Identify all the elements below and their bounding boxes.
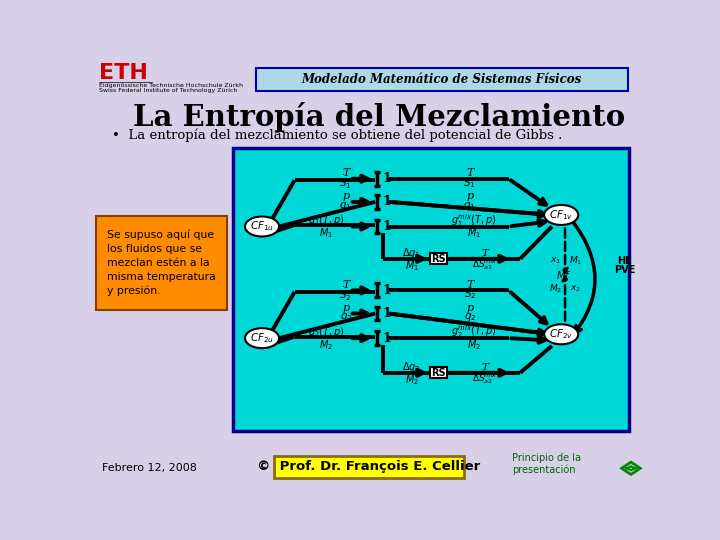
Text: La Entropía del Mezclamiento: La Entropía del Mezclamiento: [132, 102, 625, 132]
Text: $\Delta g_2$: $\Delta g_2$: [402, 360, 420, 374]
Ellipse shape: [544, 325, 578, 345]
Ellipse shape: [544, 205, 578, 225]
Text: ©  Prof. Dr. François E. Cellier: © Prof. Dr. François E. Cellier: [257, 460, 481, 473]
Text: RS: RS: [431, 368, 446, 378]
Text: $g_2(T,p)$: $g_2(T,p)$: [308, 325, 345, 339]
Ellipse shape: [245, 328, 279, 348]
Text: 1: 1: [383, 332, 392, 345]
Text: •  La entropía del mezclamiento se obtiene del potencial de Gibbs .: • La entropía del mezclamiento se obtien…: [112, 129, 562, 143]
Text: $\dot{M}_1$: $\dot{M}_1$: [467, 224, 481, 240]
Text: T: T: [482, 363, 489, 372]
Text: $CF_{2v}$: $CF_{2v}$: [549, 327, 573, 341]
Text: $\Delta g_1$: $\Delta g_1$: [402, 246, 421, 260]
Text: Eidgenössische Technische Hochschule Zürkh: Eidgenössische Technische Hochschule Zür…: [99, 83, 243, 88]
Text: 1: 1: [383, 195, 392, 208]
Text: p: p: [466, 192, 473, 201]
Text: $g_1^{mix}(T,p)$: $g_1^{mix}(T,p)$: [451, 212, 496, 229]
Text: ETH: ETH: [99, 63, 148, 83]
Text: Febrero 12, 2008: Febrero 12, 2008: [102, 463, 197, 473]
Text: $S_2$: $S_2$: [464, 287, 476, 301]
Text: $g_1(T,p)$: $g_1(T,p)$: [308, 213, 345, 227]
Text: $\Delta\dot{S}_{a2}^{mix}$: $\Delta\dot{S}_{a2}^{mix}$: [472, 370, 498, 387]
Text: $\Delta\dot{S}_{a1}^{mix}$: $\Delta\dot{S}_{a1}^{mix}$: [472, 256, 498, 273]
Text: 1: 1: [383, 307, 392, 320]
Text: p: p: [342, 303, 349, 313]
Text: HE: HE: [617, 256, 632, 266]
Text: $\dot{M}_1$: $\dot{M}_1$: [319, 224, 333, 240]
Text: 1: 1: [383, 220, 392, 233]
FancyBboxPatch shape: [233, 148, 629, 431]
Text: Se supuso aquí que
los fluidos que se
mezclan estén a la
misma temperatura
y pre: Se supuso aquí que los fluidos que se me…: [107, 229, 216, 296]
Text: Modelado Matemático de Sistemas Físicos: Modelado Matemático de Sistemas Físicos: [302, 73, 582, 86]
Text: T: T: [482, 249, 489, 258]
Text: 1: 1: [383, 172, 392, 185]
Text: $x_1$: $x_1$: [550, 255, 562, 266]
Text: $\dot{M}_2$: $\dot{M}_2$: [405, 370, 418, 387]
Text: $\dot{M}_1$: $\dot{M}_1$: [405, 256, 419, 273]
Text: $q_2$: $q_2$: [464, 312, 476, 323]
Text: $CF_{1v}$: $CF_{1v}$: [549, 208, 573, 222]
Text: $q_2$: $q_2$: [340, 312, 352, 323]
Text: $q_1$: $q_1$: [464, 200, 476, 212]
Text: $\dot{M}_2$: $\dot{M}_2$: [320, 335, 333, 352]
Ellipse shape: [245, 217, 279, 237]
Text: $Mf$: $Mf$: [556, 268, 571, 281]
Text: T: T: [466, 280, 474, 290]
Text: 1: 1: [383, 284, 392, 297]
Text: RS: RS: [431, 254, 446, 264]
Text: $M_2$: $M_2$: [549, 282, 562, 295]
Text: $x_2$: $x_2$: [570, 284, 582, 294]
Text: $CF_{2u}$: $CF_{2u}$: [250, 331, 274, 345]
Text: T: T: [342, 168, 349, 178]
Text: PVE: PVE: [614, 265, 635, 275]
Text: T: T: [342, 280, 349, 290]
FancyBboxPatch shape: [431, 367, 447, 378]
Text: p: p: [466, 303, 473, 313]
FancyBboxPatch shape: [256, 68, 628, 91]
Text: T: T: [466, 168, 474, 178]
Text: $\dot{M}_2$: $\dot{M}_2$: [467, 335, 481, 352]
Text: $CF_{1u}$: $CF_{1u}$: [250, 220, 274, 233]
Text: Principio de la
presentación: Principio de la presentación: [513, 453, 581, 475]
Text: Swiss Federal Institute of Technology Zürich: Swiss Federal Institute of Technology Zü…: [99, 89, 238, 93]
Text: $g_2^{mix}(T,p)$: $g_2^{mix}(T,p)$: [451, 323, 496, 340]
FancyBboxPatch shape: [431, 253, 447, 264]
Text: $S_1$: $S_1$: [464, 176, 476, 190]
Text: $\dot{S}_1$: $\dot{S}_1$: [339, 174, 352, 191]
FancyBboxPatch shape: [96, 215, 228, 309]
Text: $M_1$: $M_1$: [570, 254, 582, 267]
Text: p: p: [342, 192, 349, 201]
FancyBboxPatch shape: [274, 456, 464, 477]
Text: $\dot{S}_2$: $\dot{S}_2$: [340, 286, 352, 303]
Text: $q_1$: $q_1$: [339, 200, 352, 212]
